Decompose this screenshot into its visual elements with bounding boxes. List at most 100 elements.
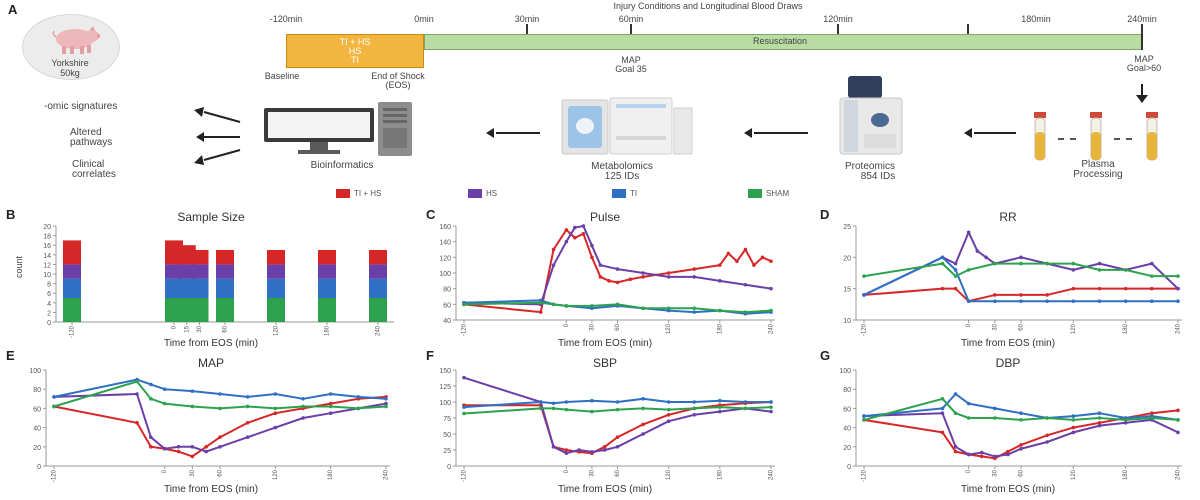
data-point bbox=[462, 375, 466, 380]
data-point bbox=[1019, 255, 1023, 260]
series-line-hs bbox=[463, 376, 772, 455]
data-point bbox=[940, 411, 945, 415]
data-point bbox=[328, 411, 333, 415]
y-tick-label: 0 bbox=[37, 464, 41, 471]
data-point bbox=[769, 286, 773, 291]
data-point bbox=[1097, 423, 1102, 428]
x-tick-label: 30 bbox=[992, 323, 998, 330]
data-point bbox=[1123, 268, 1128, 272]
series-line-hs bbox=[463, 225, 772, 306]
x-tick-label: 60 bbox=[615, 323, 621, 330]
resuscitation-label: Resuscitation bbox=[752, 36, 808, 46]
series-line-ti bbox=[53, 378, 387, 400]
step-metabolomics: Metabolomics bbox=[591, 161, 653, 172]
legend-swatch-sham bbox=[748, 189, 762, 198]
legend-hs: HS bbox=[468, 189, 497, 198]
bar-segment bbox=[190, 298, 209, 322]
y-tick-label: 40 bbox=[843, 426, 851, 433]
bar-segment bbox=[190, 250, 209, 265]
data-point bbox=[564, 448, 569, 452]
bar-segment bbox=[216, 278, 234, 298]
legend-tihs: TI + HS bbox=[336, 189, 381, 198]
data-point bbox=[590, 255, 594, 260]
panel-letter-a: A bbox=[8, 2, 18, 17]
data-point bbox=[1071, 414, 1076, 418]
data-point bbox=[538, 400, 543, 404]
data-point bbox=[245, 404, 250, 409]
data-point bbox=[769, 308, 773, 313]
data-point bbox=[984, 255, 988, 260]
data-point bbox=[743, 406, 748, 411]
data-point bbox=[462, 411, 466, 416]
chart-d-xlabel: Time from EOS (min) bbox=[960, 338, 1056, 349]
data-point bbox=[218, 392, 222, 396]
data-point bbox=[953, 268, 958, 272]
y-tick-label: 25 bbox=[843, 224, 851, 231]
x-tick-label: 240 bbox=[1176, 469, 1182, 480]
y-tick-label: 100 bbox=[839, 368, 851, 375]
data-point bbox=[1071, 299, 1076, 303]
x-tick-label: 120 bbox=[274, 325, 280, 336]
x-tick-label: 240 bbox=[376, 325, 382, 336]
x-tick-label: 180 bbox=[325, 325, 331, 336]
data-point bbox=[1019, 261, 1023, 266]
data-point bbox=[551, 247, 556, 252]
data-point bbox=[641, 306, 645, 311]
chart-f-sbp: 0 25 50 75 100 125 150 -120 0 30 60 120 180 240 bbox=[439, 368, 775, 482]
data-point bbox=[641, 271, 645, 275]
data-point bbox=[176, 445, 181, 449]
y-tick-label: 100 bbox=[439, 271, 451, 278]
data-point bbox=[301, 404, 305, 409]
bar-segment bbox=[318, 298, 336, 322]
series-line-sham bbox=[863, 397, 1179, 421]
data-point bbox=[538, 300, 543, 305]
data-point bbox=[966, 299, 971, 303]
data-point bbox=[615, 267, 620, 271]
bar-segment bbox=[267, 264, 285, 279]
x-tick-label: 180 bbox=[1123, 323, 1129, 334]
legend-swatch-tihs bbox=[336, 189, 350, 198]
legend-ti: TI bbox=[612, 189, 637, 198]
data-point bbox=[862, 418, 866, 422]
data-point bbox=[1071, 430, 1076, 435]
time-label-180: 180min bbox=[1021, 14, 1051, 24]
data-point bbox=[581, 232, 586, 236]
data-point bbox=[1045, 293, 1049, 297]
output-omic-signatures: -omic signatures bbox=[44, 101, 118, 112]
y-tick-label: 20 bbox=[43, 224, 51, 231]
data-point bbox=[1019, 418, 1023, 422]
chart-g-xlabel: Time from EOS (min) bbox=[960, 484, 1056, 495]
bar-segment bbox=[318, 264, 336, 279]
y-tick-label: 40 bbox=[443, 318, 451, 325]
x-tick-label: 240 bbox=[384, 469, 390, 480]
data-point bbox=[384, 397, 388, 401]
data-point bbox=[641, 406, 645, 411]
legend-swatch-ti bbox=[612, 189, 626, 198]
series-line-sham bbox=[463, 301, 772, 314]
data-point bbox=[666, 413, 671, 417]
data-point bbox=[149, 397, 153, 401]
x-tick-label: -120 bbox=[52, 469, 58, 482]
data-point bbox=[628, 277, 633, 282]
y-tick-label: 15 bbox=[843, 287, 851, 294]
eos-label-line1: End of Shock bbox=[371, 71, 425, 81]
data-point bbox=[564, 228, 569, 232]
data-point bbox=[641, 275, 645, 279]
x-tick-label: 0 bbox=[966, 323, 972, 327]
data-point bbox=[1097, 411, 1102, 415]
data-point bbox=[615, 280, 620, 285]
x-tick-label: 30 bbox=[190, 469, 196, 476]
data-point bbox=[718, 398, 722, 403]
panel-letter-e: E bbox=[6, 348, 15, 363]
bar-segment bbox=[190, 264, 209, 279]
y-tick-label: 140 bbox=[439, 240, 451, 247]
data-point bbox=[1176, 299, 1180, 303]
data-point bbox=[273, 392, 278, 396]
shock-phase-bar bbox=[286, 34, 424, 68]
animal-weight: 50kg bbox=[60, 68, 80, 78]
data-point bbox=[135, 392, 139, 396]
y-tick-label: 18 bbox=[43, 234, 51, 241]
data-point bbox=[1150, 261, 1154, 266]
data-point bbox=[564, 400, 569, 404]
data-point bbox=[538, 310, 543, 314]
